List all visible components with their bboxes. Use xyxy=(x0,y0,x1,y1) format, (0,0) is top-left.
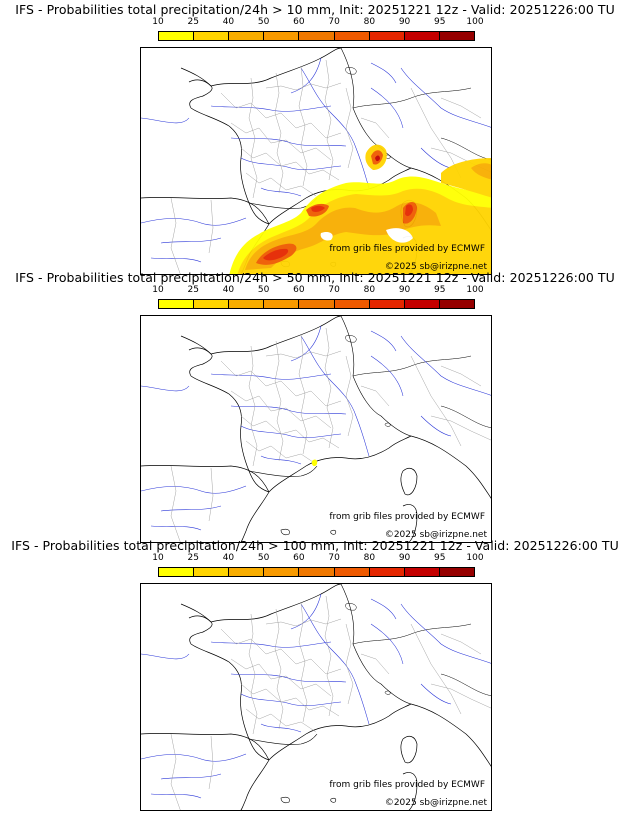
colorbar-segment xyxy=(159,32,195,40)
colorbar-tick-label: 95 xyxy=(434,17,446,27)
colorbar-segment xyxy=(299,300,335,308)
colorbar-segment xyxy=(264,32,300,40)
panel-10mm: IFS - Probabilities total precipitation/… xyxy=(0,0,630,275)
colorbar-segment xyxy=(439,32,474,40)
colorbar-tick-label: 60 xyxy=(293,553,305,563)
colorbar-tick-label: 90 xyxy=(398,553,411,563)
colorbar-tick-label: 90 xyxy=(398,17,411,27)
colorbar-segment xyxy=(404,300,440,308)
colorbar-tick-label: 100 xyxy=(466,553,484,563)
colorbar-segment xyxy=(264,300,300,308)
colorbar-segment xyxy=(369,32,405,40)
colorbar-tick-label: 25 xyxy=(187,285,199,295)
colorbar-tick-label: 70 xyxy=(328,17,340,27)
colorbar-tick-label: 40 xyxy=(222,17,235,27)
colorbar-tick-label: 90 xyxy=(398,285,411,295)
colorbar xyxy=(158,299,475,309)
colorbar-tick-label: 60 xyxy=(293,285,305,295)
colorbar-tick-label: 25 xyxy=(187,17,199,27)
colorbar-tick-label: 25 xyxy=(187,553,199,563)
colorbar-segment xyxy=(299,32,335,40)
colorbar-tick-label: 40 xyxy=(222,553,235,563)
colorbar-segment xyxy=(194,300,230,308)
colorbar-segment xyxy=(334,568,370,576)
colorbar-tick-label: 10 xyxy=(152,553,164,563)
map-frame: from grib files provided by ECMWF ©2025 … xyxy=(140,47,492,275)
colorbar-tick-label: 10 xyxy=(152,17,164,27)
colorbar xyxy=(158,567,475,577)
colorbar xyxy=(158,31,475,41)
credit-source: from grib files provided by ECMWF xyxy=(329,244,485,254)
colorbar-segment xyxy=(334,32,370,40)
colorbar-tick-label: 100 xyxy=(466,17,484,27)
colorbar-tick-label: 80 xyxy=(363,553,376,563)
colorbar-tick-label: 50 xyxy=(257,285,270,295)
colorbar-tick-label: 50 xyxy=(257,17,270,27)
panel-50mm: IFS - Probabilities total precipitation/… xyxy=(0,268,630,543)
panel-100mm: IFS - Probabilities total precipitation/… xyxy=(0,536,630,811)
colorbar-segment xyxy=(334,300,370,308)
precip-overlay xyxy=(311,459,318,467)
colorbar-tick-label: 40 xyxy=(222,285,235,295)
colorbar-segment xyxy=(404,32,440,40)
colorbar-segment xyxy=(194,32,230,40)
colorbar-segment xyxy=(194,568,230,576)
map-frame: from grib files provided by ECMWF ©2025 … xyxy=(140,315,492,543)
map-base xyxy=(141,584,491,810)
panel-title: IFS - Probabilities total precipitation/… xyxy=(11,538,619,553)
colorbar-segment xyxy=(229,300,265,308)
credit-copyright: ©2025 sb@irizpne.net xyxy=(384,798,487,808)
colorbar-tick-labels: 10 25 40 50 60 70 80 90 95 100 xyxy=(152,17,483,28)
colorbar-segment xyxy=(229,32,265,40)
colorbar-tick-label: 100 xyxy=(466,285,484,295)
credit-copyright: ©2025 sb@irizpne.net xyxy=(384,262,487,272)
colorbar-segment xyxy=(264,568,300,576)
colorbar-tick-labels: 10 25 40 50 60 70 80 90 95 100 xyxy=(152,553,483,564)
colorbar-segment xyxy=(299,568,335,576)
credit-copyright: ©2025 sb@irizpne.net xyxy=(384,530,487,540)
colorbar-tick-label: 50 xyxy=(257,553,270,563)
colorbar-tick-label: 80 xyxy=(363,285,376,295)
colorbar-tick-label: 95 xyxy=(434,553,446,563)
panel-title: IFS - Probabilities total precipitation/… xyxy=(15,2,615,17)
colorbar-segment xyxy=(369,300,405,308)
colorbar-segment xyxy=(439,300,474,308)
colorbar-segment xyxy=(404,568,440,576)
credit-source: from grib files provided by ECMWF xyxy=(329,780,485,790)
credit-source: from grib files provided by ECMWF xyxy=(329,512,485,522)
colorbar-tick-label: 60 xyxy=(293,17,305,27)
colorbar-segment xyxy=(159,300,195,308)
colorbar-tick-labels: 10 25 40 50 60 70 80 90 95 100 xyxy=(152,285,483,296)
precip-overlay xyxy=(229,144,491,274)
colorbar-segment xyxy=(229,568,265,576)
colorbar-tick-label: 10 xyxy=(152,285,164,295)
colorbar-tick-label: 70 xyxy=(328,285,340,295)
colorbar-segment xyxy=(159,568,195,576)
colorbar-tick-label: 70 xyxy=(328,553,340,563)
colorbar-segment xyxy=(439,568,474,576)
panel-title: IFS - Probabilities total precipitation/… xyxy=(15,270,615,285)
colorbar-tick-label: 95 xyxy=(434,285,446,295)
map-frame: from grib files provided by ECMWF ©2025 … xyxy=(140,583,492,811)
colorbar-tick-label: 80 xyxy=(363,17,376,27)
colorbar-segment xyxy=(369,568,405,576)
